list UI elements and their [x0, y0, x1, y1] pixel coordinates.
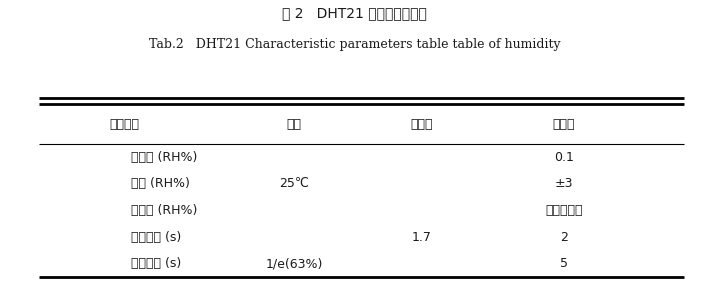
- Text: 条件: 条件: [286, 118, 302, 131]
- Text: 响应时间 (s): 响应时间 (s): [131, 257, 182, 270]
- Text: 可完全互换: 可完全互换: [545, 204, 582, 217]
- Text: Tab.2   DHT21 Characteristic parameters table table of humidity: Tab.2 DHT21 Characteristic parameters ta…: [149, 37, 560, 51]
- Text: ±3: ±3: [554, 178, 573, 190]
- Text: 0.1: 0.1: [554, 151, 574, 164]
- Text: 分辨率 (RH%): 分辨率 (RH%): [131, 151, 198, 164]
- Text: 5: 5: [559, 257, 568, 270]
- Text: 1.7: 1.7: [412, 231, 432, 243]
- Text: 互换性 (RH%): 互换性 (RH%): [131, 204, 198, 217]
- Text: 2: 2: [559, 231, 568, 243]
- Text: 典型值: 典型值: [552, 118, 575, 131]
- Text: 1/e(63%): 1/e(63%): [266, 257, 323, 270]
- Text: 表 2   DHT21 湿度特性参数表: 表 2 DHT21 湿度特性参数表: [282, 6, 427, 20]
- Text: 25℃: 25℃: [279, 178, 309, 190]
- Text: 精度 (RH%): 精度 (RH%): [131, 178, 190, 190]
- Text: 采样周期 (s): 采样周期 (s): [131, 231, 182, 243]
- Text: 特征参数: 特征参数: [109, 118, 139, 131]
- Text: 最小值: 最小值: [411, 118, 433, 131]
